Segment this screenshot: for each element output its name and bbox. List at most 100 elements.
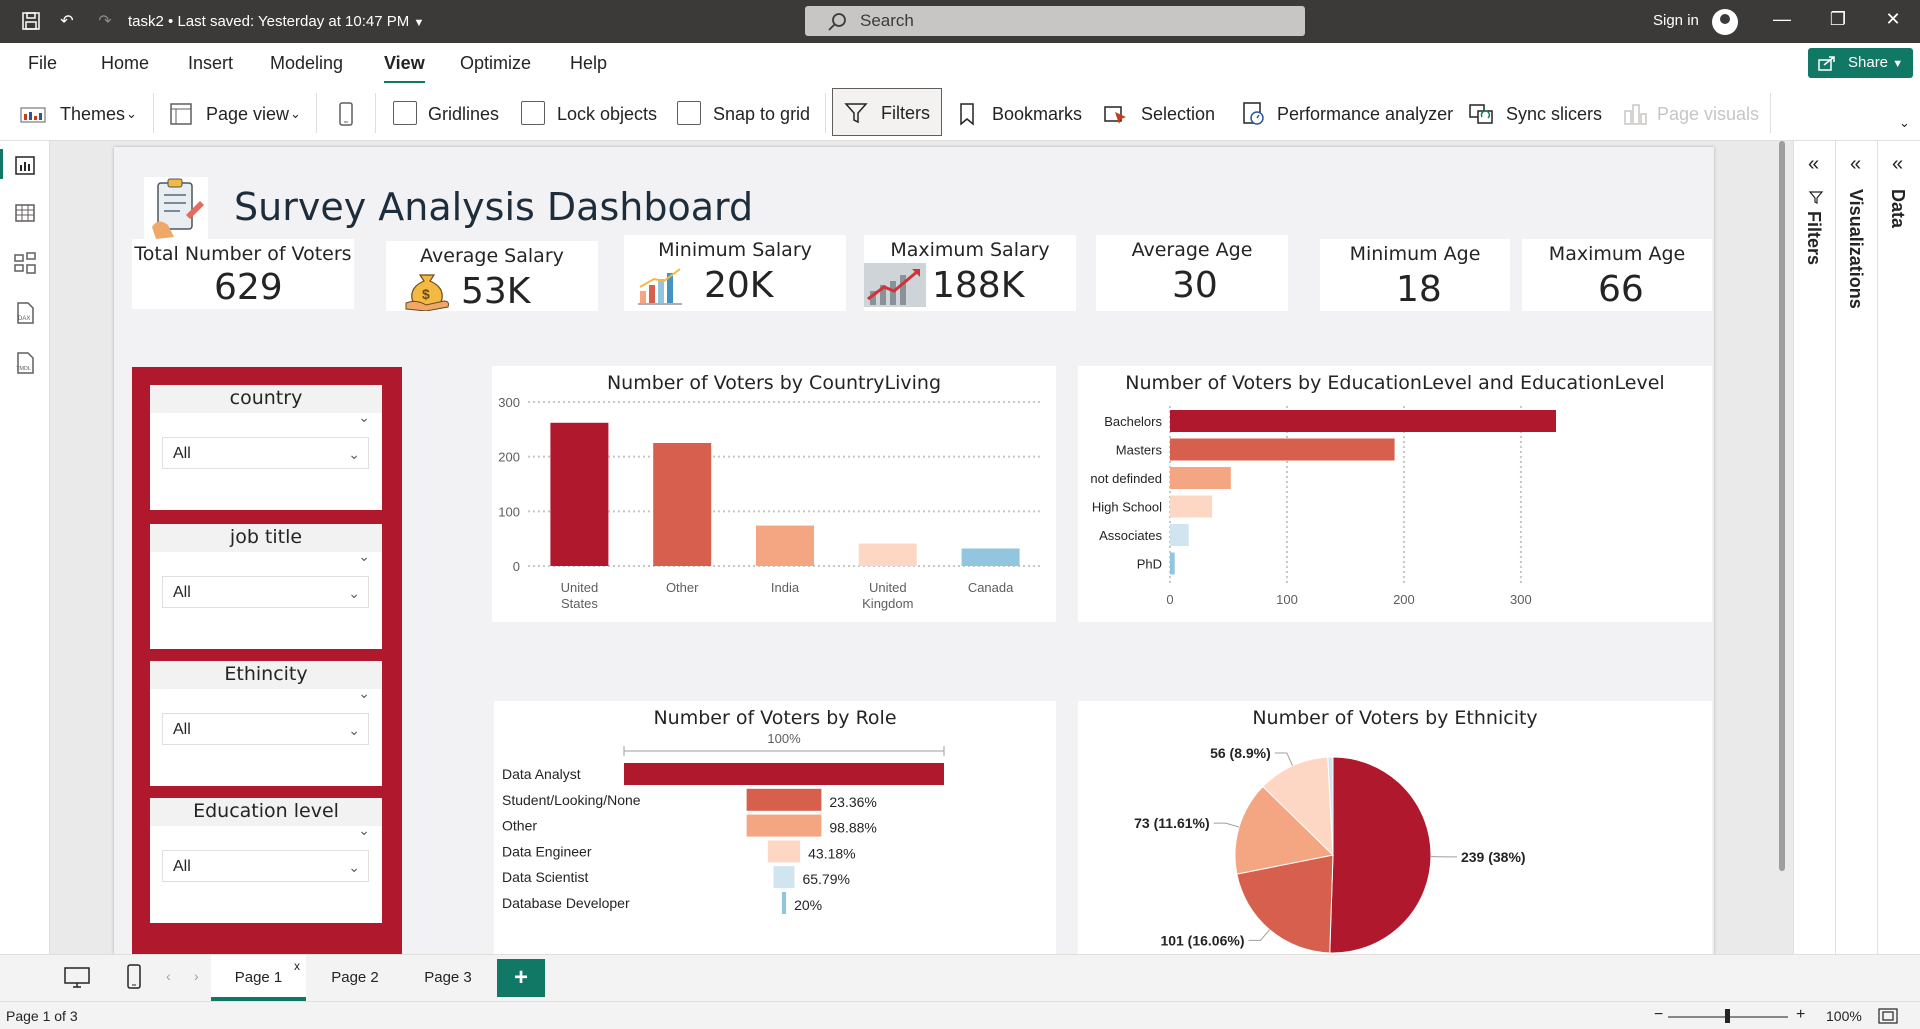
save-icon[interactable] — [20, 11, 42, 33]
chevron-down-icon[interactable]: ⌄ — [358, 409, 370, 425]
table-view-icon[interactable] — [13, 201, 37, 225]
kpi-label: Total Number of Voters — [134, 243, 352, 265]
restore-icon[interactable]: ❐ — [1829, 9, 1847, 29]
chart-voters-by-education[interactable]: Number of Voters by EducationLevel and E… — [1078, 366, 1712, 622]
sign-in-link[interactable]: Sign in — [1653, 12, 1699, 29]
slicer-country[interactable]: country ⌄ All ⌄ — [150, 385, 382, 510]
page-view-button[interactable]: Page view ⌄ — [168, 101, 308, 127]
slicer-job-title[interactable]: job title ⌄ All ⌄ — [150, 524, 382, 649]
page-info: Page 1 of 3 — [6, 1008, 78, 1024]
page-tab-1[interactable]: Page 1 x — [211, 955, 306, 1001]
themes-button[interactable]: Themes ⌄ — [20, 101, 145, 127]
search-input[interactable]: Search — [805, 6, 1305, 36]
category-label: Data Analyst — [502, 766, 581, 782]
expand-chevron-icon[interactable]: « — [1892, 153, 1904, 175]
chevron-down-icon[interactable]: ⌄ — [358, 685, 370, 701]
funnel-bar — [746, 788, 822, 811]
kpi-card-minimum-age[interactable]: Minimum Age 18 — [1320, 239, 1510, 311]
slicer-education-level[interactable]: Education level ⌄ All ⌄ — [150, 798, 382, 923]
sync-slicers-button[interactable]: Sync slicers — [1468, 101, 1602, 127]
chevron-down-icon: ⌄ — [348, 722, 360, 738]
minimize-icon[interactable]: — — [1773, 9, 1791, 29]
scrollbar-thumb[interactable] — [1779, 141, 1785, 871]
filters-button[interactable]: Filters — [832, 88, 942, 136]
bar — [653, 443, 712, 566]
kpi-card-maximum-age[interactable]: Maximum Age 66 — [1522, 239, 1712, 311]
tab-view[interactable]: View — [384, 53, 425, 84]
bar — [756, 525, 814, 566]
expand-chevron-icon[interactable]: « — [1808, 153, 1820, 175]
kpi-value: 53K — [461, 271, 531, 312]
slicer-dropdown[interactable]: All ⌄ — [162, 713, 369, 745]
redo-icon[interactable]: ↷ — [98, 13, 112, 30]
slicer-dropdown[interactable]: All ⌄ — [162, 850, 369, 882]
mobile-layout-button[interactable] — [333, 101, 359, 127]
x-tick-label: 200 — [1393, 592, 1415, 607]
selection-button[interactable]: Selection — [1103, 101, 1218, 127]
avatar-icon[interactable] — [1712, 9, 1738, 35]
checkbox-icon — [521, 101, 545, 125]
report-canvas: Survey Analysis Dashboard Total Number o… — [50, 141, 1793, 954]
kpi-card-minimum-salary[interactable]: Minimum Salary 20K — [624, 235, 846, 311]
tmdl-view-icon[interactable]: TMDL — [13, 351, 37, 375]
model-view-icon[interactable] — [13, 251, 37, 275]
report-view-icon[interactable] — [13, 153, 37, 177]
filters-pane-collapsed[interactable]: « Filters — [1793, 141, 1835, 954]
canvas-scrollbar[interactable] — [1777, 141, 1787, 871]
share-button[interactable]: Share ▼ — [1808, 48, 1913, 78]
dax-query-view-icon[interactable]: DAX — [13, 301, 37, 325]
tab-insert[interactable]: Insert — [188, 53, 234, 73]
lock-objects-checkbox[interactable]: Lock objects — [521, 101, 657, 127]
bookmark-icon — [960, 103, 974, 126]
slicer-ethnicity[interactable]: Ethincity ⌄ All ⌄ — [150, 661, 382, 786]
mobile-layout-icon[interactable] — [126, 964, 142, 990]
chevron-down-icon: ▼ — [1892, 58, 1904, 70]
kpi-card-maximum-salary[interactable]: Maximum Salary 188K — [864, 235, 1076, 311]
add-page-button[interactable]: + — [497, 959, 545, 997]
page-tab-3[interactable]: Page 3 — [424, 969, 472, 986]
zoom-slider-thumb[interactable] — [1725, 1009, 1730, 1023]
bookmarks-button[interactable]: Bookmarks — [954, 101, 1084, 127]
svg-text:TMDL: TMDL — [16, 366, 31, 372]
view-switcher: DAX TMDL — [0, 141, 50, 1029]
slicer-dropdown[interactable]: All ⌄ — [162, 576, 369, 608]
slicer-header — [150, 524, 382, 552]
slicer-header — [150, 385, 382, 413]
performance-analyzer-button[interactable]: Performance analyzer — [1240, 101, 1453, 127]
snap-to-grid-checkbox[interactable]: Snap to grid — [677, 101, 812, 127]
next-page-icon[interactable]: › — [194, 968, 199, 984]
close-icon[interactable]: ✕ — [1885, 9, 1901, 29]
y-tick-label: not definded — [1090, 471, 1162, 486]
slicer-dropdown[interactable]: All ⌄ — [162, 437, 369, 469]
fit-to-page-icon[interactable] — [1878, 1008, 1898, 1024]
chart-voters-by-ethnicity[interactable]: Number of Voters by Ethnicity 239 (38%) 1… — [1078, 701, 1712, 954]
tab-modeling[interactable]: Modeling — [270, 53, 344, 73]
zoom-in-icon[interactable]: + — [1796, 1006, 1806, 1023]
chart-voters-by-role[interactable]: Number of Voters by Role 100% Data Analys… — [494, 701, 1056, 954]
kpi-card-total-voters[interactable]: Total Number of Voters 629 — [132, 239, 354, 309]
visualizations-pane-collapsed[interactable]: « Visualizations — [1835, 141, 1877, 954]
money-bag-icon: $ — [405, 274, 449, 311]
kpi-card-average-salary[interactable]: Average Salary $ 53K — [386, 241, 598, 312]
collapse-ribbon-icon[interactable]: ⌄ — [1899, 115, 1910, 130]
tab-help[interactable]: Help — [570, 53, 608, 73]
kpi-card-average-age[interactable]: Average Age 30 — [1096, 235, 1288, 311]
page-tab-2[interactable]: Page 2 — [331, 969, 379, 986]
tab-optimize[interactable]: Optimize — [460, 53, 532, 73]
expand-chevron-icon[interactable]: « — [1850, 153, 1862, 175]
zoom-out-icon[interactable]: − — [1654, 1006, 1664, 1023]
tab-file[interactable]: File — [28, 53, 58, 73]
chevron-down-icon[interactable]: ⌄ — [358, 548, 370, 564]
chevron-down-icon[interactable]: ⌄ — [358, 822, 370, 838]
page-visuals-icon — [1624, 104, 1647, 125]
tab-home[interactable]: Home — [101, 53, 150, 73]
menu-bar: File Home Insert Modeling View Optimize … — [0, 43, 1920, 84]
undo-icon[interactable]: ↶ — [60, 13, 74, 30]
data-pane-collapsed[interactable]: « Data — [1877, 141, 1920, 954]
gridlines-checkbox[interactable]: Gridlines — [393, 101, 503, 127]
chart-voters-by-country[interactable]: Number of Voters by CountryLiving 0 100 20… — [492, 366, 1056, 622]
prev-page-icon[interactable]: ‹ — [166, 968, 171, 984]
file-title[interactable]: task2 • Last saved: Yesterday at 10:47 P… — [128, 13, 425, 30]
close-tab-icon[interactable]: x — [294, 959, 300, 973]
desktop-layout-icon[interactable] — [64, 967, 90, 989]
